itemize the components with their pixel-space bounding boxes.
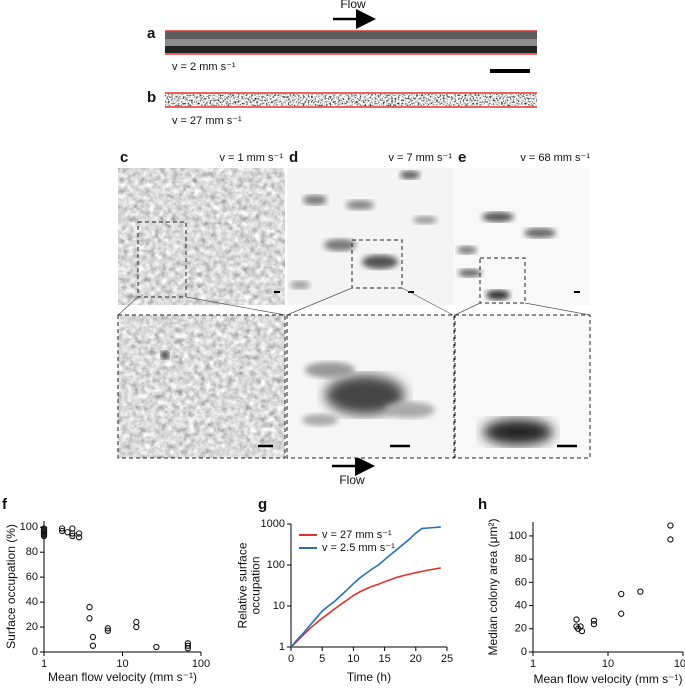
point xyxy=(86,615,93,622)
panel-caption: v = 68 mm s⁻¹ xyxy=(520,152,590,164)
y-axis-title: Median colony area (μm²) xyxy=(486,519,500,656)
point xyxy=(58,525,66,532)
point xyxy=(104,627,111,634)
point xyxy=(69,530,76,537)
panel-label: h xyxy=(478,496,487,513)
point xyxy=(184,642,192,649)
y-tick-label: 100 xyxy=(267,559,285,571)
x-axis-title: Time (h) xyxy=(347,670,391,684)
y-tick-label: 40 xyxy=(26,596,38,608)
point xyxy=(40,532,48,540)
x-tick-label: 15 xyxy=(378,653,390,665)
y-tick-label: 80 xyxy=(26,546,38,558)
x-tick-label: 100 xyxy=(192,658,210,670)
x-tick-label: 10 xyxy=(602,658,614,670)
y-tick-label: 20 xyxy=(515,623,527,635)
point xyxy=(590,617,598,624)
point xyxy=(89,633,97,641)
y-axis-title: Surface occupation (%) xyxy=(4,524,18,649)
point xyxy=(578,627,586,635)
point xyxy=(667,522,674,529)
point xyxy=(104,625,111,632)
panel-label: f xyxy=(2,496,8,513)
x-tick-label: 10 xyxy=(347,653,359,665)
point xyxy=(184,645,192,652)
y-tick-label: 80 xyxy=(515,553,527,565)
legend-label: v = 27 mm s⁻¹ xyxy=(322,529,392,541)
y-tick-label: 1 xyxy=(279,641,285,653)
panel-label: b xyxy=(147,89,156,106)
x-tick-label: 10 xyxy=(116,658,128,670)
panel-caption: v = 27 mm s⁻¹ xyxy=(172,115,242,127)
y-tick-label: 20 xyxy=(26,621,38,633)
point xyxy=(58,527,66,535)
point xyxy=(133,618,140,626)
y-axis-title: Relative surface xyxy=(236,542,250,628)
x-tick-label: 1 xyxy=(41,658,47,670)
x-tick-label: 100 xyxy=(674,658,685,670)
flow-label: Flow xyxy=(339,473,365,487)
point xyxy=(573,616,580,623)
x-tick-label: 1 xyxy=(530,658,536,670)
series-line xyxy=(290,567,441,648)
point xyxy=(153,643,160,651)
x-axis-title: Mean flow velocity (mm s⁻¹) xyxy=(48,670,197,684)
point xyxy=(89,642,97,649)
point xyxy=(618,590,625,598)
micrograph-d xyxy=(286,168,455,459)
y-tick-label: 0 xyxy=(521,646,527,658)
x-axis-title: Mean flow velocity (mm s⁻¹) xyxy=(533,672,682,686)
y-tick-label: 100 xyxy=(20,521,38,533)
panel-label: c xyxy=(120,149,128,166)
point xyxy=(590,620,598,628)
panel-label: e xyxy=(458,149,466,166)
point xyxy=(75,530,83,537)
point xyxy=(618,610,625,617)
y-tick-label: 100 xyxy=(509,530,527,542)
panel-caption: v = 7 mm s⁻¹ xyxy=(388,152,452,164)
x-tick-label: 20 xyxy=(410,653,422,665)
x-tick-label: 5 xyxy=(319,653,325,665)
micrograph-e xyxy=(454,168,591,459)
point xyxy=(86,603,93,611)
point xyxy=(69,532,76,540)
y-axis-title: occupation xyxy=(249,556,263,614)
point xyxy=(133,623,140,631)
point xyxy=(637,588,644,595)
x-tick-label: 25 xyxy=(441,653,453,665)
y-tick-label: 1000 xyxy=(261,518,285,530)
channel-image-a xyxy=(165,30,537,73)
y-tick-label: 60 xyxy=(515,576,527,588)
panel-label: d xyxy=(289,149,298,166)
y-tick-label: 40 xyxy=(515,599,527,611)
y-tick-label: 60 xyxy=(26,571,38,583)
legend-label: v = 2.5 mm s⁻¹ xyxy=(322,542,395,554)
y-tick-label: 10 xyxy=(273,600,285,612)
panel-caption: v = 1 mm s⁻¹ xyxy=(219,152,283,164)
flow-label: Flow xyxy=(340,0,366,11)
panel-label: g xyxy=(258,496,267,513)
channel-image-b xyxy=(165,92,537,108)
panel-caption: v = 2 mm s⁻¹ xyxy=(172,61,236,73)
y-tick-label: 0 xyxy=(32,646,38,658)
point xyxy=(75,534,83,541)
point xyxy=(69,525,76,532)
point xyxy=(667,536,674,543)
x-tick-label: 0 xyxy=(288,653,294,665)
series-line xyxy=(290,526,441,648)
panel-label: a xyxy=(147,25,156,42)
micrograph-c xyxy=(117,168,286,459)
